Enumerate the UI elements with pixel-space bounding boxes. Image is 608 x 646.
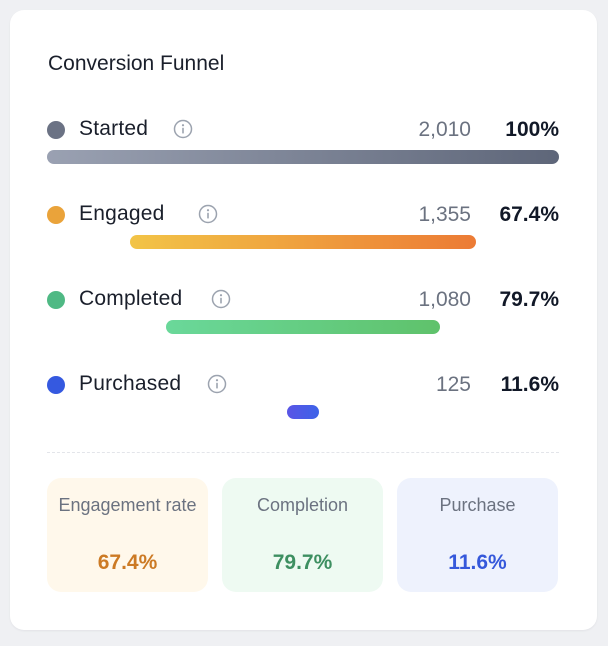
summary-label-engagement: Engagement rate [58, 495, 197, 515]
info-icon[interactable] [211, 289, 231, 309]
summary-tile-purchase: Purchase 11.6% [397, 478, 558, 592]
stage-row-started: Started 2,010 100% [47, 115, 559, 145]
funnel-bar-completed [165, 320, 441, 334]
stage-count-started: 2,010 [418, 118, 471, 141]
card-title: Conversion Funnel [48, 52, 225, 75]
stage-count-purchased: 125 [435, 373, 471, 396]
summary-label-purchase: Purchase [439, 495, 516, 515]
summary-value-purchase: 11.6% [448, 551, 507, 574]
funnel-bar-started [47, 150, 559, 164]
stage-dot-started [47, 121, 65, 139]
stage-percent-completed: 79.7% [499, 288, 559, 311]
stage-count-engaged: 1,355 [418, 203, 471, 226]
info-icon[interactable] [207, 374, 227, 394]
stage-label-started: Started [79, 117, 149, 140]
summary-tile-completion: Completion 79.7% [222, 478, 383, 592]
summary-tile-engagement: Engagement rate 67.4% [47, 478, 208, 592]
info-icon[interactable] [198, 204, 218, 224]
summary-label-completion: Completion [256, 495, 349, 515]
stage-label-completed: Completed [79, 287, 183, 310]
summary-value-completion: 79.7% [272, 551, 333, 574]
stage-row-engaged: Engaged 1,355 67.4% [47, 200, 559, 230]
stage-row-purchased: Purchased 125 11.6% [47, 370, 559, 400]
section-divider [47, 452, 559, 453]
stage-row-completed: Completed 1,080 79.7% [47, 285, 559, 315]
stage-percent-started: 100% [505, 118, 559, 141]
funnel-bar-engaged [130, 235, 476, 249]
stage-label-engaged: Engaged [79, 202, 165, 225]
stage-dot-completed [47, 291, 65, 309]
stage-dot-purchased [47, 376, 65, 394]
funnel-bar-purchased [287, 405, 319, 419]
info-icon[interactable] [173, 119, 193, 139]
stage-count-completed: 1,080 [418, 288, 471, 311]
stage-label-purchased: Purchased [79, 372, 182, 395]
stage-percent-engaged: 67.4% [499, 203, 559, 226]
stage-percent-purchased: 11.6% [500, 373, 559, 396]
conversion-funnel-card: Conversion Funnel Started 2,010 100% Eng… [10, 10, 597, 630]
stage-dot-engaged [47, 206, 65, 224]
summary-value-engagement: 67.4% [97, 551, 158, 574]
